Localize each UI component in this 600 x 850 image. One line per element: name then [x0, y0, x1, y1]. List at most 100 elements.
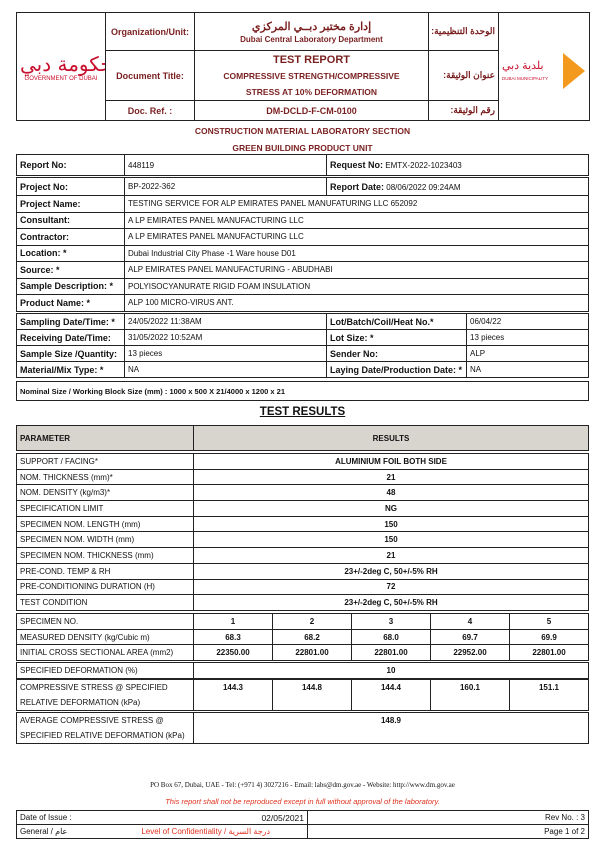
parameter-name: MEASURED DENSITY (kg/Cubic m): [16, 628, 194, 646]
ref-label-arabic: رقم الوثيقة:: [428, 100, 499, 121]
gov-logo-text: GOVERNMENT OF DUBAI: [24, 75, 98, 82]
parameter-name: NOM. THICKNESS (mm)*: [16, 468, 194, 486]
report-date-label: Report Date:: [330, 181, 385, 192]
parameter-name: SPECIFICATION LIMIT: [16, 500, 194, 517]
specimen-value: 69.9: [509, 628, 589, 646]
info-label: Contractor:: [16, 228, 125, 246]
stress-value: 151.1: [509, 679, 589, 711]
stress-table: COMPRESSIVE STRESS @ SPECIFIED RELATIVE D…: [16, 679, 589, 711]
parameter-name: SPECIMEN NOM. WIDTH (mm): [16, 531, 194, 549]
title-main: TEST REPORT: [272, 53, 350, 66]
result-row: NOM. DENSITY (kg/m3)* 48: [16, 484, 589, 502]
government-of-dubai-logo: حكومة دبي GOVERNMENT OF DUBAI: [16, 12, 106, 121]
results-header: PARAMETER RESULTS: [16, 425, 589, 451]
result-row: SPECIMEN NOM. THICKNESS (mm) 21: [16, 547, 589, 564]
specimen-value: 5: [509, 613, 589, 630]
sample-label: Material/Mix Type: *: [16, 361, 125, 378]
average-table: AVERAGE COMPRESSIVE STRESS @ SPECIFIED RE…: [16, 712, 589, 744]
info-row: Location: * Dubai Industrial City Phase -…: [16, 244, 589, 262]
sample-label: Laying Date/Production Date: *: [326, 361, 467, 378]
info-row: Source: * ALP EMIRATES PANEL MANUFACTURIN…: [16, 261, 589, 279]
specimen-value: 22801.00: [509, 644, 589, 662]
parameter-result: 21: [193, 468, 589, 486]
project-no-label: Project No:: [16, 177, 125, 196]
info-value: Dubai Industrial City Phase -1 Ware hous…: [124, 244, 589, 262]
results-table: SUPPORT / FACING* ALUMINIUM FOIL BOTH SID…: [16, 453, 589, 611]
sample-label: Receiving Date/Time:: [16, 329, 125, 346]
parameter-result: 23+/-2deg C, 50+/-5% RH: [193, 594, 589, 611]
parameter-name: TEST CONDITION: [16, 594, 194, 611]
info-label: Sample Description: *: [16, 277, 125, 295]
specimen-row: MEASURED DENSITY (kg/Cubic m) 68.3 68.2 68.…: [16, 628, 589, 646]
sample-label: Lot/Batch/Coil/Heat No.*: [326, 313, 467, 330]
dubai-municipality-logo: بلدية دبي DUBAI MUNICIPALITY: [498, 12, 590, 121]
parameter-result: 23+/-2deg C, 50+/-5% RH: [193, 562, 589, 580]
sample-row: Sampling Date/Time: * 24/05/2022 11:38AM L…: [16, 313, 589, 330]
parameter-header: PARAMETER: [16, 425, 194, 451]
sample-table: Sampling Date/Time: * 24/05/2022 11:38AM L…: [16, 313, 589, 378]
sample-row: Receiving Date/Time: 31/05/2022 10:52AM Lo…: [16, 329, 589, 346]
rev-no: Rev No. : 3: [307, 810, 589, 825]
issue-date: 02/05/2021: [261, 812, 304, 823]
dm-logo-english: DUBAI MUNICIPALITY: [502, 76, 549, 81]
parameter-name: NOM. DENSITY (kg/m3)*: [16, 484, 194, 502]
org-english: Dubai Central Laboratory Department: [240, 34, 383, 44]
specimen-value: 68.0: [351, 628, 431, 646]
stress-value: 144.8: [272, 679, 352, 711]
sample-value: 06/04/22: [466, 313, 589, 330]
ref-label: Doc. Ref. :: [105, 100, 195, 121]
info-label: Product Name: *: [16, 294, 125, 312]
sample-value: 24/05/2022 11:38AM: [124, 313, 327, 330]
project-no-value: BP-2022-362: [124, 177, 327, 196]
stress-label-2: RELATIVE DEFORMATION (kPa): [20, 698, 141, 707]
title-sub2: STRESS AT 10% DEFORMATION: [245, 86, 378, 97]
specimen-value: 22350.00: [193, 644, 273, 662]
parameter-name: SPECIMEN NOM. LENGTH (mm): [16, 515, 194, 533]
nominal-size-table: Nominal Size / Working Block Size (mm) :…: [16, 381, 589, 401]
unit-title: GREEN BUILDING PRODUCT UNIT: [232, 143, 373, 153]
result-row: SPECIMEN NOM. WIDTH (mm) 150: [16, 531, 589, 549]
result-row: PRE-CONDITIONING DURATION (H) 72: [16, 578, 589, 596]
footer-table: Date of Issue : 02/05/2021 Rev No. : 3 Gen…: [16, 810, 589, 839]
issue-label: Date of Issue :: [20, 812, 72, 822]
sample-value: NA: [466, 361, 589, 378]
test-results-title: TEST RESULTS: [259, 406, 346, 418]
result-row: SUPPORT / FACING* ALUMINIUM FOIL BOTH SID…: [16, 453, 589, 470]
parameter-result: ALUMINIUM FOIL BOTH SIDE: [193, 453, 589, 470]
deformation-label: SPECIFIED DEFORMATION (%): [16, 662, 194, 679]
results-header-label: RESULTS: [193, 425, 589, 451]
gov-logo-calligraphy: حكومة دبي: [20, 51, 106, 76]
average-label-2: SPECIFIED RELATIVE DEFORMATION (kPa): [20, 731, 185, 740]
info-row: Product Name: * ALP 100 MICRO-VIRUS ANT.: [16, 294, 589, 312]
info-label: Consultant:: [16, 211, 125, 229]
info-value: TESTING SERVICE FOR ALP EMIRATES PANEL M…: [124, 195, 589, 213]
parameter-result: 72: [193, 578, 589, 596]
result-row: SPECIFICATION LIMIT NG: [16, 500, 589, 517]
specimen-row: SPECIMEN NO. 1 2 3 4 5: [16, 613, 589, 630]
stress-value: 144.4: [351, 679, 431, 711]
sample-label: Sender No:: [326, 345, 467, 362]
report-no-value: 448119: [124, 154, 327, 176]
sample-row: Sample Size /Quantity: 13 pieces Sender No…: [16, 345, 589, 362]
specimen-value: 22801.00: [351, 644, 431, 662]
specimen-value: 2: [272, 613, 352, 630]
parameter-result: 150: [193, 531, 589, 549]
result-row: TEST CONDITION 23+/-2deg C, 50+/-5% RH: [16, 594, 589, 611]
specimen-value: 3: [351, 613, 431, 630]
specimen-value: 68.2: [272, 628, 352, 646]
parameter-name: SPECIMEN NO.: [16, 613, 194, 630]
title-sub1: COMPRESSIVE STRENGTH/COMPRESSIVE: [223, 70, 400, 81]
average-label-1: AVERAGE COMPRESSIVE STRESS @: [20, 716, 164, 725]
info-value: A LP EMIRATES PANEL MANUFACTURING LLC: [124, 211, 589, 229]
result-row: NOM. THICKNESS (mm)* 21: [16, 468, 589, 486]
parameter-name: INITIAL CROSS SECTIONAL AREA (mm2): [16, 644, 194, 662]
info-row: Consultant: A LP EMIRATES PANEL MANUFACTU…: [16, 211, 589, 229]
sample-label: Sample Size /Quantity:: [16, 345, 125, 362]
confidentiality-label: Level of Confidentiality / درجة السرية: [141, 827, 271, 836]
parameter-result: 48: [193, 484, 589, 502]
info-value: ALP EMIRATES PANEL MANUFACTURING - ABUDH…: [124, 261, 589, 279]
info-label: Project Name:: [16, 195, 125, 213]
org-arabic: إدارة مختبر دبــي المركزي: [251, 20, 372, 33]
general-label: General / عام: [20, 827, 68, 836]
info-value: ALP 100 MICRO-VIRUS ANT.: [124, 294, 589, 312]
